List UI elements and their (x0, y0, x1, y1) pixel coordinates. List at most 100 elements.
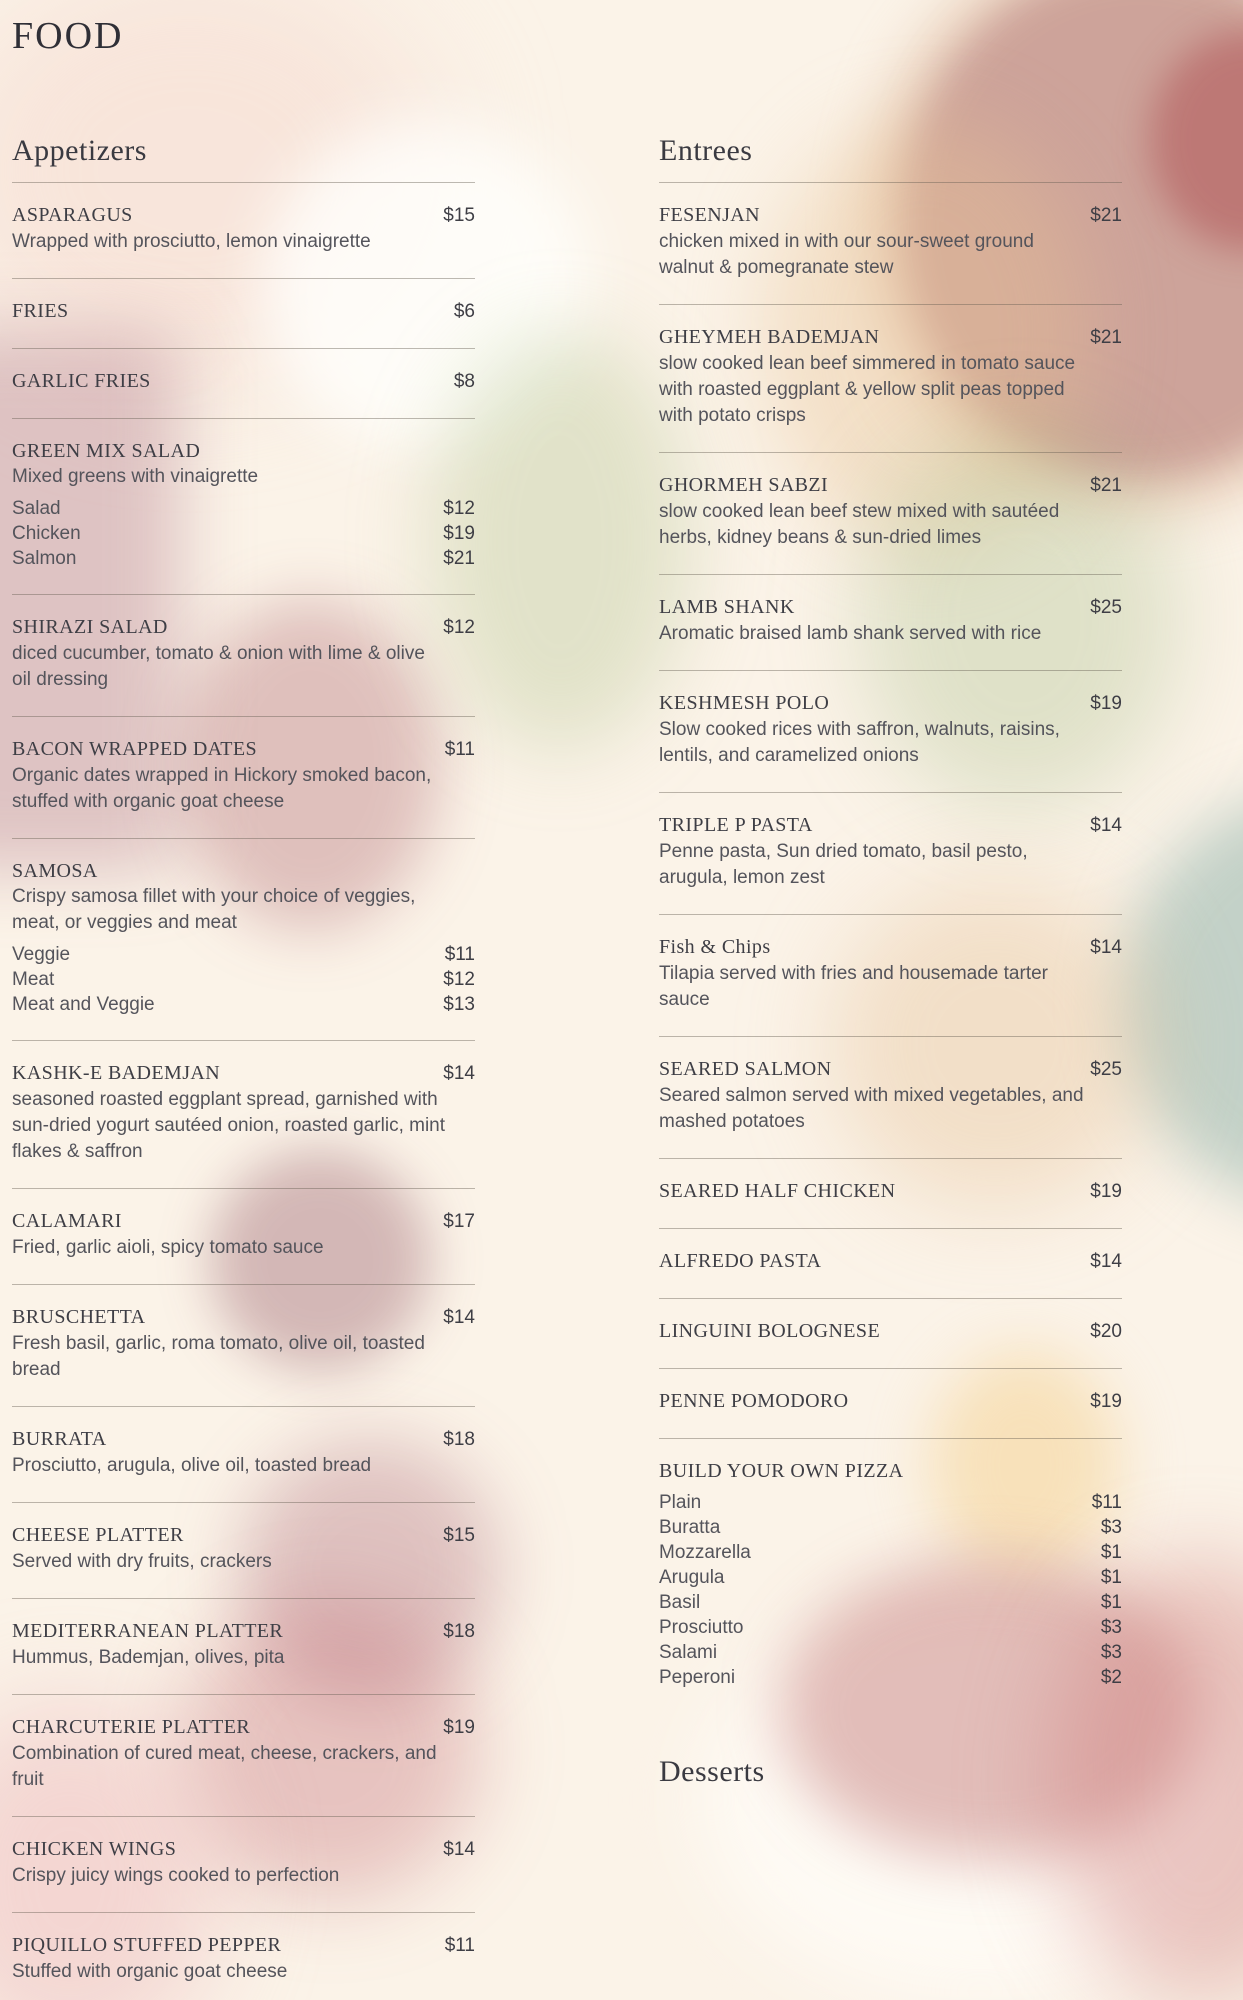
divider (659, 1158, 1122, 1159)
option-row: Chicken $19 (12, 521, 475, 546)
item-description: Stuffed with organic goat cheese (12, 1961, 288, 1982)
divider (659, 1298, 1122, 1299)
option-row: Salami $3 (659, 1640, 1122, 1665)
item-name: GHORMEH SABZI (659, 474, 829, 496)
option-label: Chicken (12, 523, 81, 544)
item-price: $8 (453, 371, 475, 392)
item-name: CHARCUTERIE PLATTER (12, 1716, 251, 1738)
item-price: $15 (443, 1525, 475, 1546)
divider (12, 1188, 475, 1189)
menu-item: GHEYMEH BADEMJAN $21 slow cooked lean beef… (659, 305, 1122, 452)
item-price: $6 (453, 301, 475, 322)
item-options: Plain $11 Buratta $3 Mozzarella $1 Arugula $1 Ba… (659, 1490, 1122, 1690)
option-label: Salami (659, 1642, 718, 1663)
option-label: Veggie (12, 944, 71, 965)
divider (12, 1694, 475, 1695)
option-row: Meat $12 (12, 967, 475, 992)
menu-item: CHICKEN WINGS $14 Crispy juicy wings cooke… (12, 1817, 475, 1912)
menu-item: CALAMARI $17 Fried, garlic aioli, spicy to… (12, 1189, 475, 1284)
option-label: Arugula (659, 1567, 725, 1588)
menu-item: GREEN MIX SALAD Mixed greens with vinaigr… (12, 419, 475, 594)
menu-item-header: PIQUILLO STUFFED PEPPER $11 (12, 1932, 475, 1959)
menu-item-header: TRIPLE P PASTA $14 (659, 812, 1122, 839)
option-label: Mozzarella (659, 1542, 751, 1563)
menu-item-header: KESHMESH POLO $19 (659, 690, 1122, 717)
option-row: Buratta $3 (659, 1515, 1122, 1540)
item-name: KESHMESH POLO (659, 692, 830, 714)
option-row: Salmon $21 (12, 546, 475, 571)
item-name: GREEN MIX SALAD (12, 440, 201, 462)
divider (12, 1598, 475, 1599)
item-price: $18 (443, 1429, 475, 1450)
option-row: Arugula $1 (659, 1565, 1122, 1590)
menu-item: SEARED SALMON $25 Seared salmon served wit… (659, 1037, 1122, 1158)
entrees-column: Entrees FESENJAN $21 chicken mixed in with … (659, 128, 1122, 1795)
page-title: FOOD (12, 15, 124, 57)
menu-item: Fish & Chips $14 Tilapia served with fries… (659, 915, 1122, 1036)
menu-item-header: ALFREDO PASTA $14 (659, 1248, 1122, 1275)
option-price: $19 (443, 523, 475, 544)
item-name: SHIRAZI SALAD (12, 616, 168, 638)
menu-item-header: GARLIC FRIES $8 (12, 368, 475, 395)
item-description: Slow cooked rices with saffron, walnuts,… (659, 719, 1060, 766)
option-row: Mozzarella $1 (659, 1540, 1122, 1565)
item-description: Fried, garlic aioli, spicy tomato sauce (12, 1237, 324, 1258)
item-description: Combination of cured meat, cheese, crack… (12, 1743, 437, 1790)
item-price: $14 (1090, 815, 1122, 836)
heading-divider (659, 182, 1122, 183)
item-name: KASHK-E BADEMJAN (12, 1062, 221, 1084)
menu-item-header: SHIRAZI SALAD $12 (12, 614, 475, 641)
menu-item-header: SEARED HALF CHICKEN $19 (659, 1178, 1122, 1205)
item-price: $25 (1090, 597, 1122, 618)
item-price: $17 (443, 1211, 475, 1232)
item-name: BRUSCHETTA (12, 1306, 146, 1328)
divider (659, 670, 1122, 671)
menu-item: PIQUILLO STUFFED PEPPER $11 Stuffed with o… (12, 1913, 475, 2000)
item-name: LINGUINI BOLOGNESE (659, 1320, 881, 1342)
item-description: Wrapped with prosciutto, lemon vinaigret… (12, 231, 371, 252)
menu-item: TRIPLE P PASTA $14 Penne pasta, Sun dried … (659, 793, 1122, 914)
option-row: Meat and Veggie $13 (12, 992, 475, 1017)
option-price: $3 (1100, 1642, 1122, 1663)
divider (12, 418, 475, 419)
menu-item: KASHK-E BADEMJAN $14 seasoned roasted eggp… (12, 1041, 475, 1188)
item-description: Prosciutto, arugula, olive oil, toasted … (12, 1455, 372, 1476)
divider (12, 1912, 475, 1913)
item-price: $21 (1090, 475, 1122, 496)
item-description: chicken mixed in with our sour-sweet gro… (659, 231, 1034, 278)
item-description: Crispy juicy wings cooked to perfection (12, 1865, 340, 1886)
item-price: $20 (1090, 1321, 1122, 1342)
divider (12, 348, 475, 349)
item-price: $18 (443, 1621, 475, 1642)
divider (659, 304, 1122, 305)
item-description: Aromatic braised lamb shank served with … (659, 623, 1042, 644)
item-name: FESENJAN (659, 204, 760, 226)
menu-item-header: LINGUINI BOLOGNESE $20 (659, 1318, 1122, 1345)
item-description: Hummus, Bademjan, olives, pita (12, 1647, 285, 1668)
item-description: slow cooked lean beef stew mixed with sa… (659, 501, 1060, 548)
option-row: Veggie $11 (12, 942, 475, 967)
section-heading: Appetizers (12, 134, 147, 167)
menu-item: GARLIC FRIES $8 (12, 349, 475, 418)
divider (659, 1438, 1122, 1439)
menu-item: BACON WRAPPED DATES $11 Organic dates wrap… (12, 717, 475, 838)
item-price: $14 (1090, 1251, 1122, 1272)
item-price: $15 (443, 205, 475, 226)
menu-item-header: GHORMEH SABZI $21 (659, 472, 1122, 499)
menu-item: SEARED HALF CHICKEN $19 (659, 1159, 1122, 1228)
menu-item-header: FESENJAN $21 (659, 202, 1122, 229)
item-name: CALAMARI (12, 1210, 122, 1232)
item-description: Served with dry fruits, crackers (12, 1551, 272, 1572)
menu-item-header: FRIES $6 (12, 298, 475, 325)
menu-item-header: BRUSCHETTA $14 (12, 1304, 475, 1331)
item-name: ASPARAGUS (12, 204, 133, 226)
section-heading: Entrees (659, 134, 753, 167)
appetizers-column: Appetizers ASPARAGUS $15 Wrapped with prosc… (12, 128, 475, 2000)
option-row: Peperoni $2 (659, 1665, 1122, 1690)
option-price: $1 (1100, 1542, 1122, 1563)
option-label: Salmon (12, 548, 77, 569)
menu-item-header: SEARED SALMON $25 (659, 1056, 1122, 1083)
divider (659, 452, 1122, 453)
divider (12, 716, 475, 717)
item-description: Seared salmon served with mixed vegetabl… (659, 1085, 1084, 1132)
